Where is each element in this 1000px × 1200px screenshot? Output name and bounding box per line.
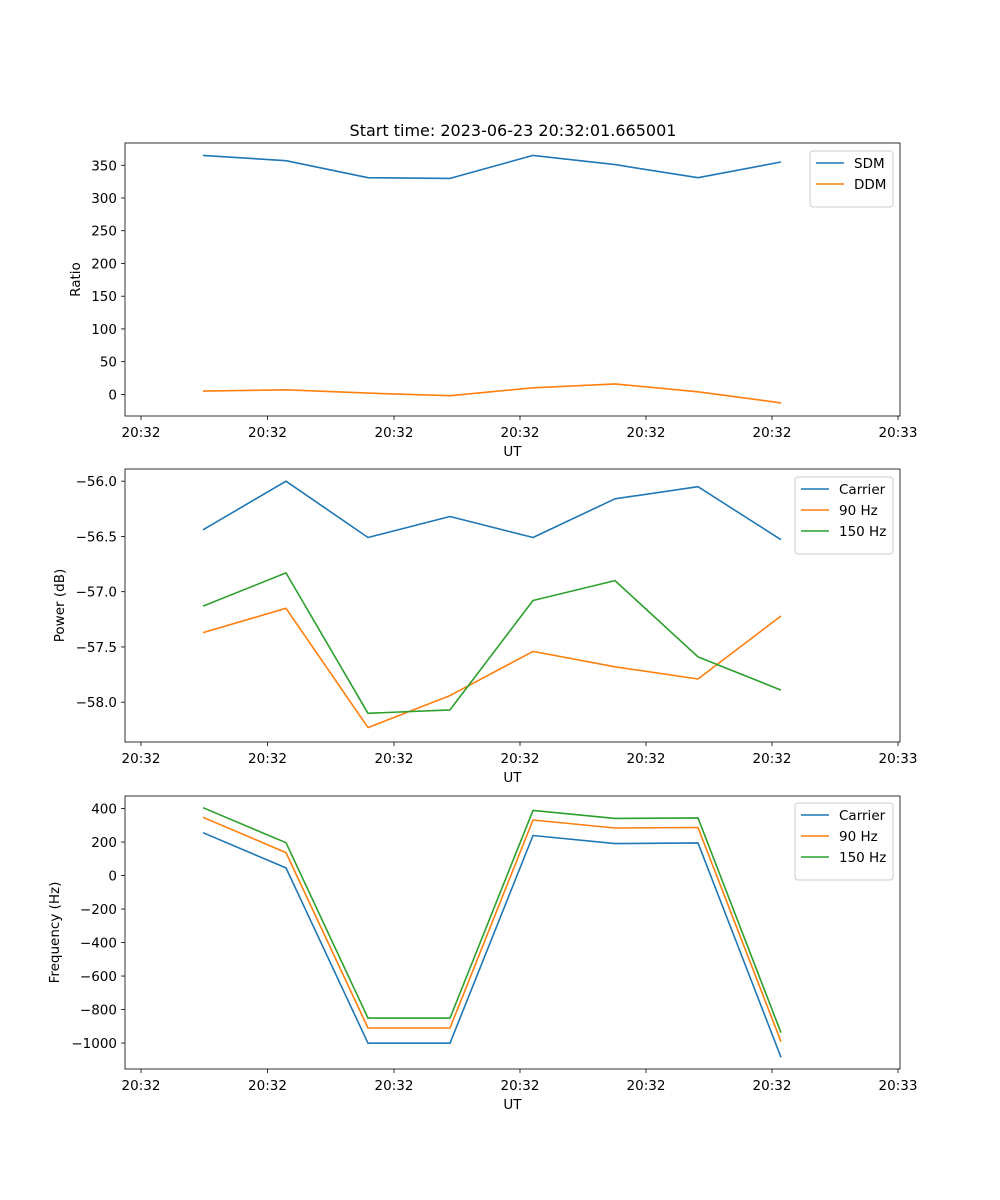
x-tick-label: 20:32 — [248, 751, 287, 767]
series-line-carrier — [202, 480, 782, 541]
x-tick-label: 20:32 — [753, 425, 792, 441]
chart-panel-1: 0 50 100 150 200 250 300 350 20:32 20:32 20:32 20:3… — [68, 142, 918, 460]
y-axis-label: Frequency (Hz) — [47, 882, 63, 984]
y-tick-label: 0 — [108, 387, 117, 403]
y-tick-label: −600 — [80, 969, 117, 985]
legend: Carrier 90 Hz 150 Hz — [794, 476, 894, 555]
x-tick-label: 20:33 — [879, 1078, 918, 1094]
y-axis-label: Ratio — [68, 262, 84, 297]
y-tick-label: 150 — [91, 289, 117, 305]
legend-box — [794, 802, 894, 881]
chart-panel-3: −1000 −800 −600 −400 −200 0 200 400 20:32 20:32 20… — [47, 795, 918, 1113]
y-tick-label: 300 — [91, 191, 117, 207]
y-tick-label: 100 — [91, 322, 117, 338]
y-tick-label: −1000 — [71, 1036, 117, 1052]
series-line-150-hz — [202, 806, 782, 1033]
legend-label: 150 Hz — [839, 524, 886, 540]
x-tick-label: 20:32 — [122, 751, 161, 767]
x-axis-label: UT — [503, 1097, 522, 1113]
y-tick-label: 250 — [91, 224, 117, 240]
x-tick-label: 20:32 — [375, 425, 414, 441]
series-line-carrier — [202, 831, 782, 1058]
y-tick-label: −58.0 — [76, 695, 117, 711]
y-tick-label: −57.0 — [76, 585, 117, 601]
x-tick-label: 20:32 — [375, 1078, 414, 1094]
y-tick-label: 350 — [91, 158, 117, 174]
legend-label: 90 Hz — [839, 829, 878, 845]
y-tick-label: 400 — [91, 802, 117, 818]
y-tick-label: 0 — [108, 869, 117, 885]
legend: SDM DDM — [809, 150, 894, 208]
chart-panel-2: −58.0 −57.5 −57.0 −56.5 −56.0 20:32 20:32 20:32… — [52, 468, 918, 786]
x-tick-label: 20:32 — [753, 751, 792, 767]
y-tick-label: −57.5 — [76, 640, 117, 656]
x-tick-label: 20:32 — [501, 425, 540, 441]
legend-label: 150 Hz — [839, 850, 886, 866]
x-tick-label: 20:32 — [375, 751, 414, 767]
x-axis-label: UT — [503, 444, 522, 460]
x-tick-label: 20:32 — [122, 425, 161, 441]
series-line-sdm — [202, 154, 782, 180]
x-tick-label: 20:33 — [879, 425, 918, 441]
series-line-ddm — [202, 383, 782, 404]
series-line-90-hz — [202, 816, 782, 1042]
legend-label: SDM — [854, 156, 885, 172]
x-axis-label: UT — [503, 770, 522, 786]
x-tick-label: 20:32 — [627, 751, 666, 767]
legend-label: Carrier — [839, 482, 886, 498]
series-line-90-hz — [202, 607, 782, 729]
x-tick-label: 20:32 — [501, 1078, 540, 1094]
legend-box — [809, 150, 894, 208]
legend-box — [794, 476, 894, 555]
plot-frame — [124, 142, 901, 417]
y-tick-label: −400 — [80, 936, 117, 952]
x-tick-label: 20:32 — [627, 425, 666, 441]
figure-title: Start time: 2023-06-23 20:32:01.665001 — [350, 121, 677, 140]
x-tick-label: 20:32 — [248, 425, 287, 441]
plot-frame — [124, 795, 901, 1070]
y-tick-label: 50 — [100, 355, 117, 371]
y-tick-label: −200 — [80, 902, 117, 918]
y-tick-label: 200 — [91, 835, 117, 851]
legend-label: 90 Hz — [839, 503, 878, 519]
x-tick-label: 20:32 — [627, 1078, 666, 1094]
x-tick-label: 20:32 — [753, 1078, 792, 1094]
y-tick-label: 200 — [91, 256, 117, 272]
series-line-150-hz — [202, 572, 782, 715]
y-axis-label: Power (dB) — [52, 569, 68, 642]
y-tick-label: −56.5 — [76, 529, 117, 545]
legend: Carrier 90 Hz 150 Hz — [794, 802, 894, 881]
x-tick-label: 20:32 — [248, 1078, 287, 1094]
y-tick-label: −800 — [80, 1003, 117, 1019]
y-tick-label: −56.0 — [76, 474, 117, 490]
plot-frame — [124, 468, 901, 743]
x-tick-label: 20:32 — [501, 751, 540, 767]
x-tick-label: 20:32 — [122, 1078, 161, 1094]
x-tick-label: 20:33 — [879, 751, 918, 767]
legend-label: Carrier — [839, 808, 886, 824]
legend-label: DDM — [854, 177, 886, 193]
